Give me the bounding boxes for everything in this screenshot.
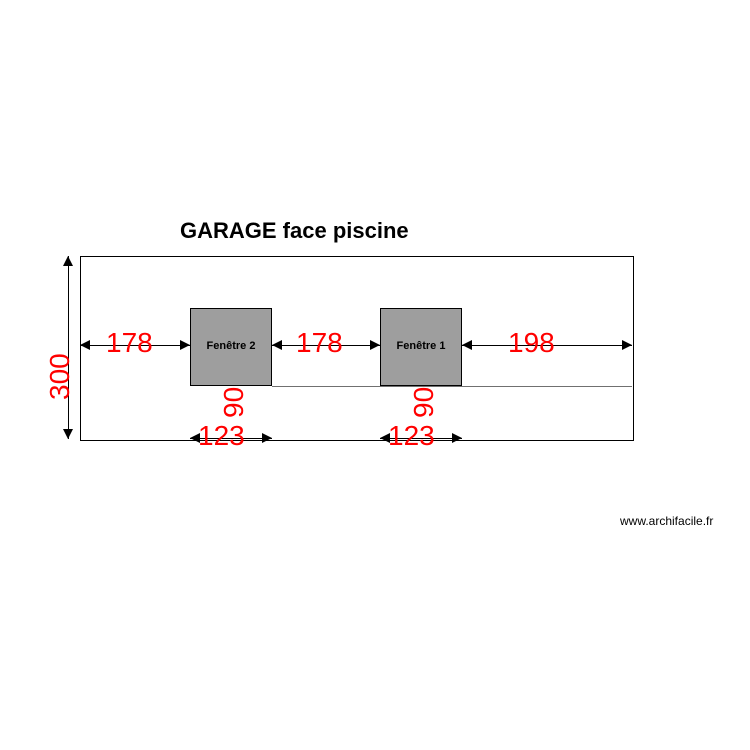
dim-198-label: 198: [508, 327, 555, 359]
dim-300-line: [68, 256, 69, 439]
dim-123-w1-arrow-r: [452, 433, 462, 443]
dim-300-arrow-up: [63, 256, 73, 266]
dim-300-arrow-down: [63, 429, 73, 439]
diagram-canvas: GARAGE face piscine 300 Fenêtre 2 Fenêtr…: [0, 0, 750, 750]
sill-line: [272, 386, 632, 387]
dim-178-mid-arrow-r: [370, 340, 380, 350]
footer-credit: www.archifacile.fr: [620, 514, 713, 528]
dim-90-w1-label: 90: [408, 387, 440, 418]
diagram-title: GARAGE face piscine: [180, 218, 409, 244]
dim-178-left-arrow-r: [180, 340, 190, 350]
dim-198-arrow-l: [462, 340, 472, 350]
dim-90-w2-label: 90: [218, 387, 250, 418]
dim-123-w1-label: 123: [388, 420, 435, 452]
dim-300-label: 300: [44, 353, 76, 400]
window-2-label: Fenêtre 2: [190, 340, 272, 352]
dim-178-left-label: 178: [106, 327, 153, 359]
dim-123-w2-arrow-r: [262, 433, 272, 443]
dim-198-arrow-r: [622, 340, 632, 350]
dim-178-mid-label: 178: [296, 327, 343, 359]
dim-123-w2-label: 123: [198, 420, 245, 452]
dim-178-left-arrow-l: [80, 340, 90, 350]
dim-178-mid-arrow-l: [272, 340, 282, 350]
window-1-label: Fenêtre 1: [380, 340, 462, 352]
